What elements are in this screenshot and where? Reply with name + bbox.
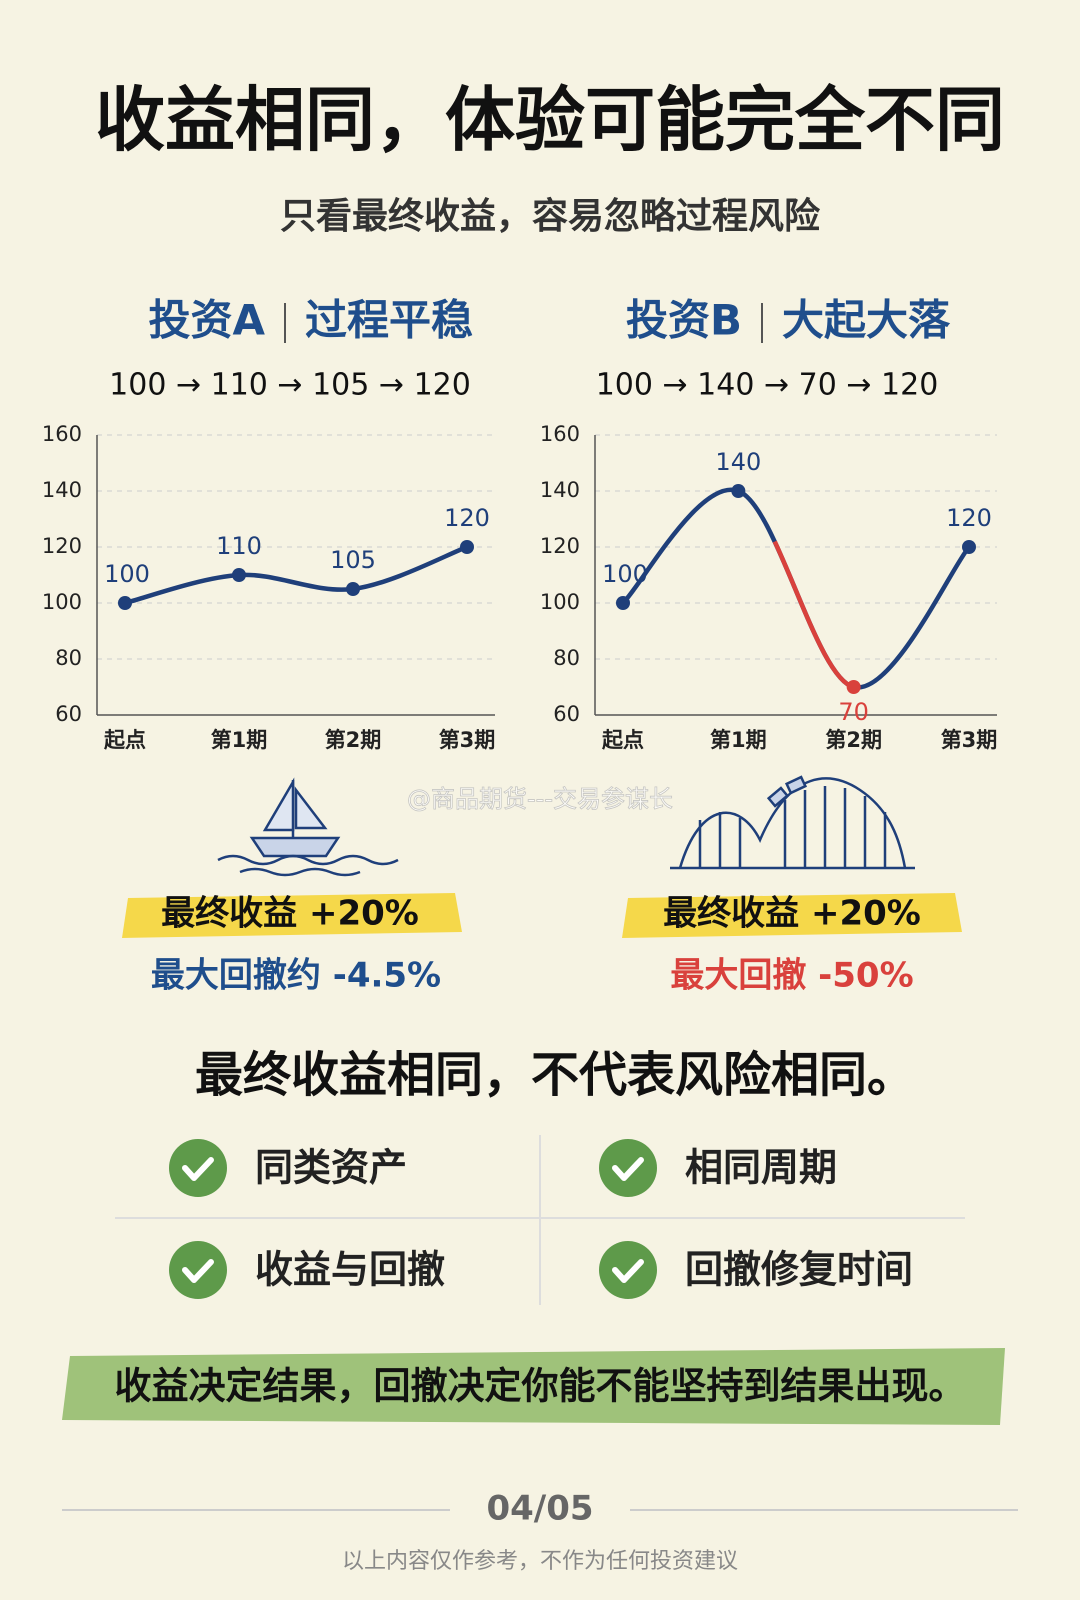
highlight-brush: [622, 893, 962, 938]
card-drawdown: 最大回撤约 -4.5%: [151, 956, 441, 996]
subtitle: 只看最终收益，容易忽略过程风险: [280, 196, 821, 237]
card-return: 最终收益 +20%: [161, 894, 419, 934]
data-point: [731, 484, 746, 498]
data-point: [460, 540, 474, 554]
path-text: 100 → 140 → 70 → 120: [596, 368, 939, 403]
banner: 收益决定结果，回撤决定你能不能坚持到结果出现。: [115, 1365, 966, 1408]
x-tick-label: 第1期: [710, 728, 767, 752]
highlight-brush: [122, 893, 462, 938]
check-label: 回撤修复时间: [685, 1248, 913, 1292]
y-tick-label: 160: [42, 422, 82, 446]
x-tick-label: 第2期: [825, 728, 882, 752]
x-tick-label: 第2期: [325, 728, 382, 752]
y-tick-label: 140: [42, 478, 82, 502]
data-label: 120: [946, 504, 992, 532]
data-label: 120: [444, 504, 490, 532]
roller-coaster-icon: [670, 775, 915, 870]
sailboat-icon: [217, 777, 399, 877]
check-mark: [612, 1259, 644, 1283]
x-tick-label: 起点: [601, 728, 644, 752]
x-tick-label: 第3期: [439, 728, 496, 752]
y-tick-label: 100: [540, 590, 580, 614]
data-label: 70: [838, 698, 869, 726]
check-label: 相同周期: [685, 1146, 837, 1190]
data-label: 100: [602, 560, 648, 588]
conclusion: 最终收益相同，不代表风险相同。: [195, 1047, 915, 1103]
chart-tagline: 大起大落: [782, 296, 951, 345]
y-tick-label: 120: [540, 534, 580, 558]
check-mark: [182, 1157, 214, 1181]
y-tick-label: 100: [42, 590, 82, 614]
title: 收益相同，体验可能完全不同: [95, 79, 1005, 161]
chart-tagline: 过程平稳: [305, 296, 473, 345]
page-number: 04/05: [486, 1489, 593, 1529]
check-icon: [169, 1139, 227, 1197]
card-drawdown: 最大回撤 -50%: [670, 956, 913, 996]
check-mark: [182, 1259, 214, 1283]
y-tick-label: 120: [42, 534, 82, 558]
data-point: [846, 680, 861, 694]
x-tick-label: 第3期: [941, 728, 998, 752]
watermark: @商品期货---交易参谋长: [407, 785, 673, 813]
y-tick-label: 80: [553, 646, 580, 670]
y-tick-label: 80: [55, 646, 82, 670]
drawdown-segment: [737, 488, 855, 690]
data-point: [962, 540, 976, 554]
x-tick-label: 起点: [103, 728, 146, 752]
data-label: 110: [216, 532, 262, 560]
y-tick-label: 60: [553, 702, 580, 726]
data-point: [616, 596, 630, 610]
check-label: 同类资产: [255, 1146, 407, 1190]
data-label: 100: [104, 560, 150, 588]
data-label: 140: [715, 448, 761, 476]
check-label: 收益与回撤: [255, 1248, 445, 1292]
data-point: [232, 568, 246, 582]
path-text: 100 → 110 → 105 → 120: [109, 368, 471, 403]
card-return: 最终收益 +20%: [663, 894, 921, 934]
banner-brush: [62, 1348, 1005, 1425]
x-tick-label: 第1期: [211, 728, 268, 752]
check-icon: [599, 1241, 657, 1299]
data-point: [118, 596, 132, 610]
check-mark: [612, 1157, 644, 1181]
chart-title: 投资B: [626, 296, 742, 345]
footer: 以上内容仅作参考，不作为任何投资建议: [342, 1549, 738, 1574]
chart-title: 投资A: [148, 296, 265, 345]
line-series: [124, 544, 468, 606]
data-point: [346, 582, 360, 596]
check-icon: [169, 1241, 227, 1299]
y-tick-label: 140: [540, 478, 580, 502]
check-icon: [599, 1139, 657, 1197]
y-tick-label: 60: [55, 702, 82, 726]
data-label: 105: [330, 546, 376, 574]
y-tick-label: 160: [540, 422, 580, 446]
